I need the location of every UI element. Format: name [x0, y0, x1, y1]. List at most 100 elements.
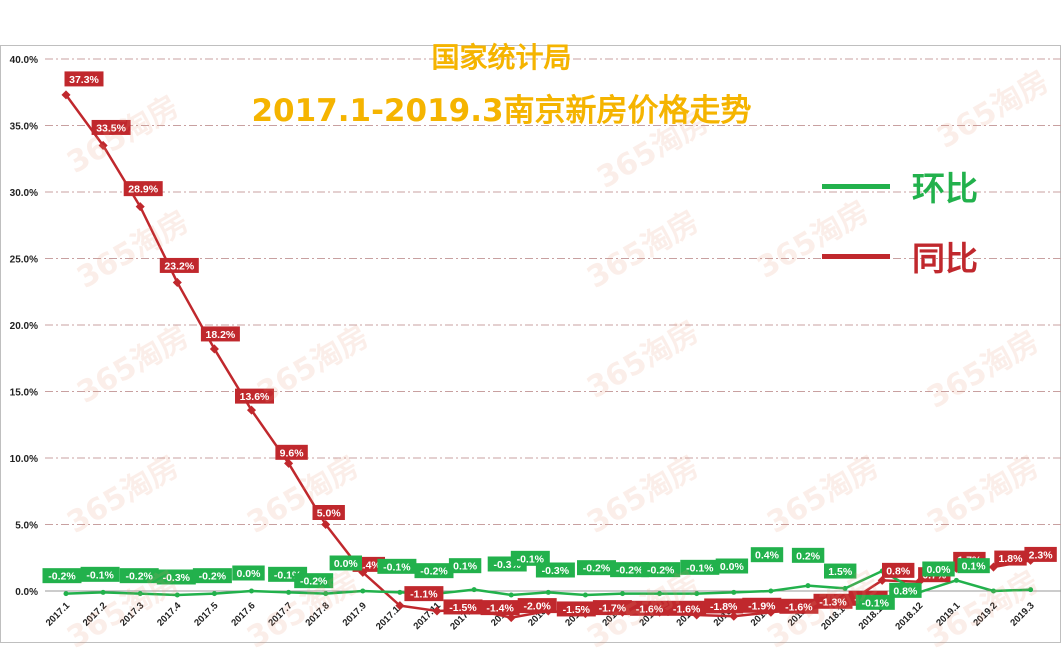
y-tick-label: 20.0% [10, 321, 38, 332]
data-point-huanbi [397, 589, 403, 595]
data-label-tongbi: -1.6% [673, 603, 701, 615]
data-label-tongbi: 13.6% [240, 391, 270, 403]
data-point-tongbi [61, 90, 71, 100]
data-point-huanbi [508, 592, 514, 598]
data-label-huanbi: -0.2% [616, 565, 644, 577]
data-label-bg-tongbi [592, 600, 632, 616]
legend-label-huanbi: 环比 [912, 169, 978, 208]
data-point-huanbi [582, 592, 588, 598]
data-label-huanbi: -0.2% [420, 566, 448, 578]
data-label-bg-huanbi [957, 558, 990, 574]
data-label-bg-huanbi [750, 547, 784, 563]
legend-label-tongbi: 同比 [912, 239, 978, 278]
x-tick-label: 2019.3 [1008, 600, 1036, 628]
data-label-huanbi: -0.1% [383, 561, 411, 573]
data-label-tongbi: -1.3% [819, 596, 847, 608]
data-label-tongbi: -1.6% [785, 601, 813, 613]
data-point-huanbi [286, 589, 292, 595]
data-point-huanbi [471, 587, 477, 593]
data-point-huanbi [360, 588, 366, 594]
data-label-tongbi: 0.8% [886, 565, 911, 577]
data-point-tongbi [246, 405, 257, 415]
data-point-huanbi [249, 588, 254, 594]
data-label-huanbi: -0.1% [686, 562, 714, 574]
data-label-bg-huanbi [156, 569, 196, 585]
y-tick-label: 0.0% [15, 587, 38, 598]
data-label-huanbi: -0.2% [199, 571, 227, 583]
data-point-tongbi [98, 140, 108, 150]
x-tick-label: 2017.9 [341, 600, 369, 628]
data-label-huanbi: -0.1% [862, 597, 890, 609]
data-point-huanbi [545, 589, 551, 595]
data-point-huanbi [953, 577, 959, 583]
data-label-huanbi: 0.0% [334, 558, 359, 570]
data-label-bg-tongbi [312, 505, 345, 520]
data-label-huanbi: 0.0% [237, 568, 262, 580]
chart-frame [0, 45, 1061, 643]
data-point-tongbi [506, 613, 516, 623]
data-label-bg-huanbi [889, 582, 922, 598]
data-label-bg-huanbi [80, 566, 120, 582]
data-label-huanbi: 1.5% [828, 566, 853, 578]
data-label-bg-huanbi [922, 561, 955, 577]
data-label-bg-tongbi [123, 181, 163, 197]
data-label-tongbi: 9.6% [280, 447, 305, 459]
data-point-tongbi [432, 606, 442, 616]
data-label-tongbi: -1.9% [748, 600, 776, 612]
data-label-bg-huanbi [232, 565, 265, 581]
x-tick-label: 2018.12 [893, 600, 925, 632]
data-label-bg-huanbi [119, 568, 159, 584]
x-tick-label: 2017.4 [155, 600, 184, 629]
data-label-bg-tongbi [91, 119, 131, 135]
data-label-tongbi: 1.8% [999, 553, 1024, 565]
data-point-huanbi [805, 583, 811, 589]
data-point-huanbi [991, 588, 996, 594]
x-tick-label: 2017.1 [44, 600, 73, 629]
data-label-bg-tongbi [517, 598, 557, 614]
x-tick-label: 2017.6 [229, 600, 257, 628]
data-point-tongbi [877, 575, 887, 585]
data-label-tongbi: 5.0% [317, 508, 342, 520]
data-label-bg-tongbi [443, 599, 483, 615]
data-label-tongbi: -1.5% [563, 604, 591, 616]
data-label-bg-tongbi [882, 562, 915, 578]
data-label-bg-huanbi [414, 563, 454, 579]
data-label-huanbi: 0.8% [893, 585, 918, 597]
data-label-bg-tongbi [556, 601, 596, 617]
data-label-huanbi: -0.3% [163, 572, 191, 584]
data-label-huanbi: -0.2% [300, 576, 328, 588]
y-tick-label: 10.0% [10, 454, 38, 465]
data-label-bg-tongbi [200, 326, 240, 342]
y-tick-label: 35.0% [10, 122, 38, 133]
data-label-bg-tongbi [779, 598, 819, 614]
data-point-huanbi [1028, 587, 1034, 593]
y-tick-label: 40.0% [10, 55, 38, 66]
data-point-huanbi [842, 585, 848, 591]
data-point-huanbi [323, 591, 329, 597]
x-tick-label: 2017.3 [118, 600, 146, 628]
x-tick-label: 2019.1 [934, 600, 963, 629]
data-label-tongbi: 33.5% [96, 122, 126, 134]
data-label-bg-huanbi [535, 562, 575, 578]
x-tick-label: 2017.8 [303, 600, 331, 628]
data-label-huanbi: -0.2% [125, 571, 153, 583]
y-tick-label: 30.0% [10, 188, 38, 199]
y-tick-label: 5.0% [15, 521, 38, 532]
data-label-tongbi: 2.3% [1029, 549, 1054, 561]
data-point-huanbi [174, 592, 180, 598]
data-label-tongbi: -1.8% [710, 601, 738, 613]
data-label-bg-tongbi [64, 71, 104, 87]
data-label-tongbi: 28.9% [128, 184, 158, 196]
data-label-bg-tongbi [404, 586, 444, 602]
data-label-tongbi: 23.2% [164, 260, 194, 272]
data-label-bg-tongbi [630, 600, 669, 616]
data-label-tongbi: -1.5% [449, 602, 477, 614]
data-label-huanbi: -0.1% [86, 569, 114, 581]
data-label-huanbi: 0.1% [453, 561, 478, 573]
data-label-huanbi: -0.2% [647, 565, 675, 577]
data-label-tongbi: -2.0% [523, 601, 551, 613]
data-label-tongbi: -1.4% [486, 603, 514, 615]
x-tick-label: 2017.11 [411, 600, 443, 632]
x-tick-label: 2017.2 [81, 600, 109, 628]
